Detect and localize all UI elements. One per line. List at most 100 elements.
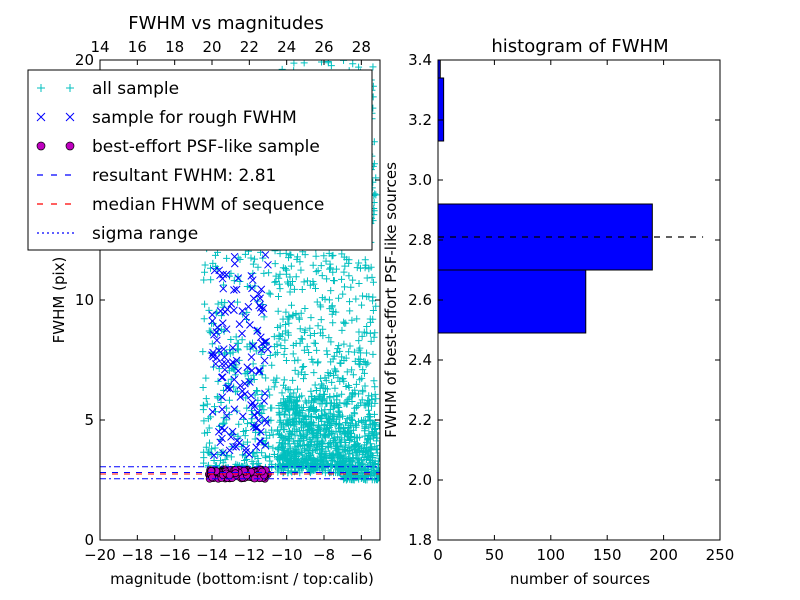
plus-marker bbox=[309, 398, 317, 406]
plus-marker bbox=[331, 433, 339, 441]
plus-marker bbox=[318, 412, 326, 420]
plus-marker bbox=[303, 343, 311, 351]
x-marker bbox=[218, 274, 227, 283]
x-marker bbox=[236, 393, 245, 401]
plus-marker bbox=[243, 404, 251, 412]
plus-marker bbox=[37, 84, 45, 92]
plus-marker bbox=[296, 325, 304, 333]
plus-marker bbox=[343, 473, 351, 481]
x-tick-label: −12 bbox=[234, 546, 266, 564]
plus-marker bbox=[322, 257, 330, 265]
x-marker bbox=[255, 366, 264, 375]
plus-marker bbox=[326, 260, 334, 268]
plus-marker bbox=[358, 374, 366, 382]
plus-marker bbox=[307, 387, 315, 395]
histogram-bar bbox=[438, 77, 445, 142]
plus-marker bbox=[266, 352, 274, 360]
x-marker bbox=[238, 329, 246, 338]
x-marker bbox=[219, 345, 228, 353]
plus-marker bbox=[213, 393, 221, 401]
plus-marker bbox=[209, 319, 217, 327]
y-tick-label: 3.2 bbox=[408, 111, 432, 129]
x-marker bbox=[255, 367, 264, 376]
plus-marker bbox=[273, 349, 281, 357]
plus-marker bbox=[363, 349, 371, 357]
plus-marker bbox=[217, 449, 225, 457]
plus-marker bbox=[201, 261, 209, 269]
plus-marker bbox=[292, 273, 300, 281]
x-marker bbox=[252, 443, 261, 452]
x-top-tick-label: 22 bbox=[240, 38, 259, 56]
plus-marker bbox=[310, 280, 318, 288]
plus-marker bbox=[289, 341, 297, 349]
plus-marker bbox=[334, 374, 342, 382]
y-tick-label: 2.6 bbox=[408, 291, 432, 309]
x-marker bbox=[223, 305, 232, 314]
plus-marker bbox=[322, 377, 330, 385]
plus-marker bbox=[317, 303, 325, 311]
plus-marker bbox=[225, 396, 233, 404]
x-top-tick-label: 28 bbox=[352, 38, 371, 56]
plus-marker bbox=[323, 460, 331, 468]
plus-marker bbox=[282, 327, 290, 335]
plus-marker bbox=[361, 382, 369, 390]
plus-marker bbox=[318, 272, 326, 280]
plus-marker bbox=[317, 262, 325, 270]
right-chart-title: histogram of FWHM bbox=[491, 36, 668, 57]
right-plot-ticks: 0 50 100 150 200 250 1.8 2.0 2.2 2.4 2.6 2.8 3.0 3.2 3… bbox=[408, 51, 734, 564]
x-marker bbox=[36, 112, 46, 122]
plus-marker bbox=[281, 345, 289, 353]
legend-entry: median FHWM of sequence bbox=[37, 195, 324, 215]
x-marker bbox=[238, 412, 247, 421]
plus-marker bbox=[276, 270, 284, 278]
circle-marker bbox=[65, 141, 75, 151]
plus-marker bbox=[339, 428, 347, 436]
x-marker bbox=[65, 112, 75, 122]
plus-marker bbox=[291, 410, 299, 418]
plus-marker bbox=[280, 395, 288, 403]
x-top-tick-label: 16 bbox=[128, 38, 147, 56]
plus-marker bbox=[331, 384, 339, 392]
plus-marker bbox=[223, 254, 231, 262]
plus-marker bbox=[348, 476, 356, 484]
x-marker bbox=[259, 304, 268, 313]
plus-marker bbox=[297, 309, 305, 317]
plus-marker bbox=[328, 378, 336, 386]
plus-marker bbox=[323, 350, 331, 358]
legend-entry: all sample bbox=[37, 79, 179, 99]
plus-marker bbox=[234, 273, 242, 281]
plus-marker bbox=[206, 329, 214, 337]
x-marker bbox=[242, 444, 251, 453]
plus-marker bbox=[247, 419, 255, 427]
plus-marker bbox=[208, 445, 216, 453]
plus-marker bbox=[325, 334, 333, 342]
plus-marker bbox=[222, 416, 230, 424]
x-marker bbox=[222, 325, 231, 334]
plus-marker bbox=[251, 391, 259, 399]
plus-marker bbox=[369, 315, 377, 323]
plus-marker bbox=[260, 406, 268, 414]
plus-marker bbox=[352, 380, 360, 388]
left-plot-reference-lines bbox=[100, 466, 380, 480]
plus-marker bbox=[368, 402, 376, 410]
left-scatter-chart: −20 14 −18 16 −16 18 −14 20 −12 22 −10 24 −8 26 −6 28 0 5… bbox=[50, 13, 380, 588]
plus-marker bbox=[364, 396, 372, 404]
plus-marker bbox=[360, 401, 368, 409]
plus-marker bbox=[356, 472, 364, 480]
x-marker bbox=[246, 321, 254, 329]
y-tick-label: 2.4 bbox=[408, 351, 432, 369]
x-top-tick-label: 14 bbox=[90, 38, 109, 56]
plus-marker bbox=[297, 335, 305, 343]
plus-marker bbox=[332, 445, 340, 453]
x-marker bbox=[230, 405, 239, 414]
plus-marker bbox=[220, 281, 228, 289]
plus-marker bbox=[313, 298, 321, 306]
plus-marker bbox=[315, 413, 323, 421]
plus-marker bbox=[290, 422, 298, 430]
plus-marker bbox=[321, 406, 329, 414]
plus-marker bbox=[287, 421, 295, 429]
plus-marker bbox=[366, 416, 374, 424]
plus-marker bbox=[199, 383, 207, 391]
plus-marker bbox=[272, 378, 280, 386]
